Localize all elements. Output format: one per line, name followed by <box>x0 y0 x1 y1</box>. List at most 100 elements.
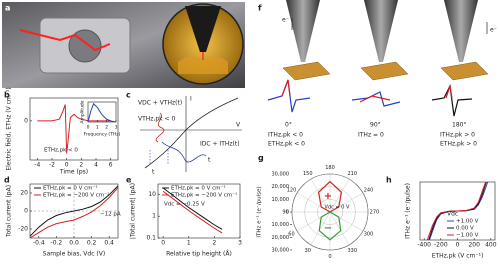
x-tick-label: 3 <box>115 125 118 131</box>
spoke <box>310 211 331 246</box>
tip-0 <box>267 0 331 113</box>
angle-label: 300 <box>364 232 374 238</box>
series-line <box>37 104 111 154</box>
axis-label: V <box>236 122 241 129</box>
annotation: VDC + VTHz(t) <box>138 100 182 107</box>
y-tick-label: -20 <box>18 226 28 233</box>
panel-label: c <box>126 91 131 100</box>
angle-label: 210 <box>347 171 357 177</box>
legend-label: −1.00 V <box>456 233 479 239</box>
legend-title: Vdc <box>447 211 458 218</box>
inset-frame <box>87 101 117 123</box>
iv-curve <box>144 97 239 169</box>
series-line <box>30 185 118 237</box>
projection <box>149 150 169 165</box>
spoke <box>329 178 350 213</box>
port <box>68 29 102 63</box>
x-tick-label: 2 <box>79 162 83 169</box>
y-axis-label: ITHz e⁻¹ (e⁻/pulse) <box>256 186 263 237</box>
y-axis-label: |Total current| (pA) <box>130 183 137 239</box>
current-wave <box>161 141 207 163</box>
r-tick-label: 0 <box>286 210 289 216</box>
lobe <box>318 211 342 241</box>
x-tick-label: 0 <box>65 162 69 169</box>
annotation: Vdc = 0 V <box>325 205 350 211</box>
annotation: e⁻ <box>490 27 497 34</box>
r-tick-label: 20,000 <box>272 184 290 190</box>
x-tick-label: 0 <box>87 125 90 131</box>
y-tick-label: 1 <box>152 213 156 220</box>
annotation: t <box>208 157 211 164</box>
annotation: ETHz,pk < 0 <box>44 148 78 154</box>
panel-label: f <box>258 4 262 13</box>
panel-label: e <box>126 176 132 185</box>
plot-frame <box>157 183 241 239</box>
y-tick-label: 0.1 <box>146 235 156 242</box>
legend-label: ETHz,pk = −200 V cm⁻¹ <box>43 192 109 199</box>
angle-label: 270 <box>370 210 380 216</box>
y-tick-label: 0 <box>24 117 28 124</box>
x-tick-label: 2 <box>105 125 108 131</box>
x-tick-label: -4 <box>34 162 40 169</box>
annotation: e⁻ <box>282 17 289 24</box>
x-axis-label: Time (ps) <box>59 169 88 176</box>
x-tick-label: 1 <box>187 240 191 247</box>
series-line <box>162 190 223 234</box>
tip-180 <box>431 0 489 117</box>
annotation: VTHz,pk < 0 <box>138 116 175 123</box>
axis-label: I <box>190 96 192 103</box>
x-tick-label: 3 <box>238 240 242 247</box>
panel-label: g <box>258 154 264 163</box>
annotation: ITHz,pk < 0 <box>268 132 303 139</box>
angle-label: 90° <box>370 122 381 129</box>
x-tick-label: 2 <box>212 240 216 247</box>
x-tick-label: 0.2 <box>87 240 97 247</box>
angle-label: 90 <box>282 210 288 216</box>
x-tick-label: 200 <box>468 242 480 249</box>
annotation: + <box>324 191 332 202</box>
legend-label: ETHz,pk = −200 V cm⁻¹ <box>171 192 237 199</box>
angle-label: 60 <box>288 232 294 238</box>
bias-wave <box>155 112 165 143</box>
annotation: IDC + ITHz(t) <box>200 141 240 148</box>
panel-label: h <box>386 176 392 185</box>
r-tick-label: 20,000 <box>272 235 290 241</box>
x-axis-label: Sample bias, Vdc (V) <box>43 251 105 258</box>
angle-label: 150 <box>303 171 313 177</box>
spoke <box>310 178 331 213</box>
y-tick-label: 20 <box>20 190 28 197</box>
annotation: ETHz,pk < 0 <box>268 141 305 148</box>
r-tick-label: 30,000 <box>272 248 290 254</box>
annotation: ITHz,pk > 0 <box>440 132 475 139</box>
x-tick-label: 0.0 <box>69 240 79 247</box>
x-axis-label: Frequency (THz) <box>84 132 121 138</box>
plot-frame <box>29 97 119 161</box>
x-tick-label: 0.4 <box>104 240 114 247</box>
annotation: ITHz = 0 <box>358 132 384 139</box>
atoms <box>178 56 228 74</box>
x-axis-label: ETHz,pk (V cm⁻¹) <box>432 253 484 260</box>
series-line <box>88 102 116 122</box>
panel-label: d <box>4 176 10 185</box>
x-tick-label: 4 <box>94 162 98 169</box>
x-tick-label: 1 <box>96 125 99 131</box>
annotation: t <box>152 169 155 176</box>
angle-label: 0° <box>285 122 292 129</box>
r-tick-label: 30,000 <box>272 172 290 178</box>
legend-label: 0.00 V <box>456 226 474 232</box>
panel-label: b <box>4 91 10 100</box>
y-axis-label: Electric field, ETHz (V cm⁻¹) <box>6 87 13 170</box>
angle-label: 180° <box>452 122 466 129</box>
lobe <box>317 180 343 213</box>
x-tick-label: -0.2 <box>51 240 63 247</box>
x-tick-label: 0 <box>161 240 165 247</box>
angle-label: 330 <box>347 248 357 254</box>
x-tick-label: -400 <box>417 242 431 249</box>
annotation: −12 pA <box>100 212 121 218</box>
panel-label: a <box>5 4 10 13</box>
series-line <box>426 182 487 240</box>
x-tick-label: 6 <box>109 162 113 169</box>
y-tick-label: 10 <box>148 191 156 198</box>
